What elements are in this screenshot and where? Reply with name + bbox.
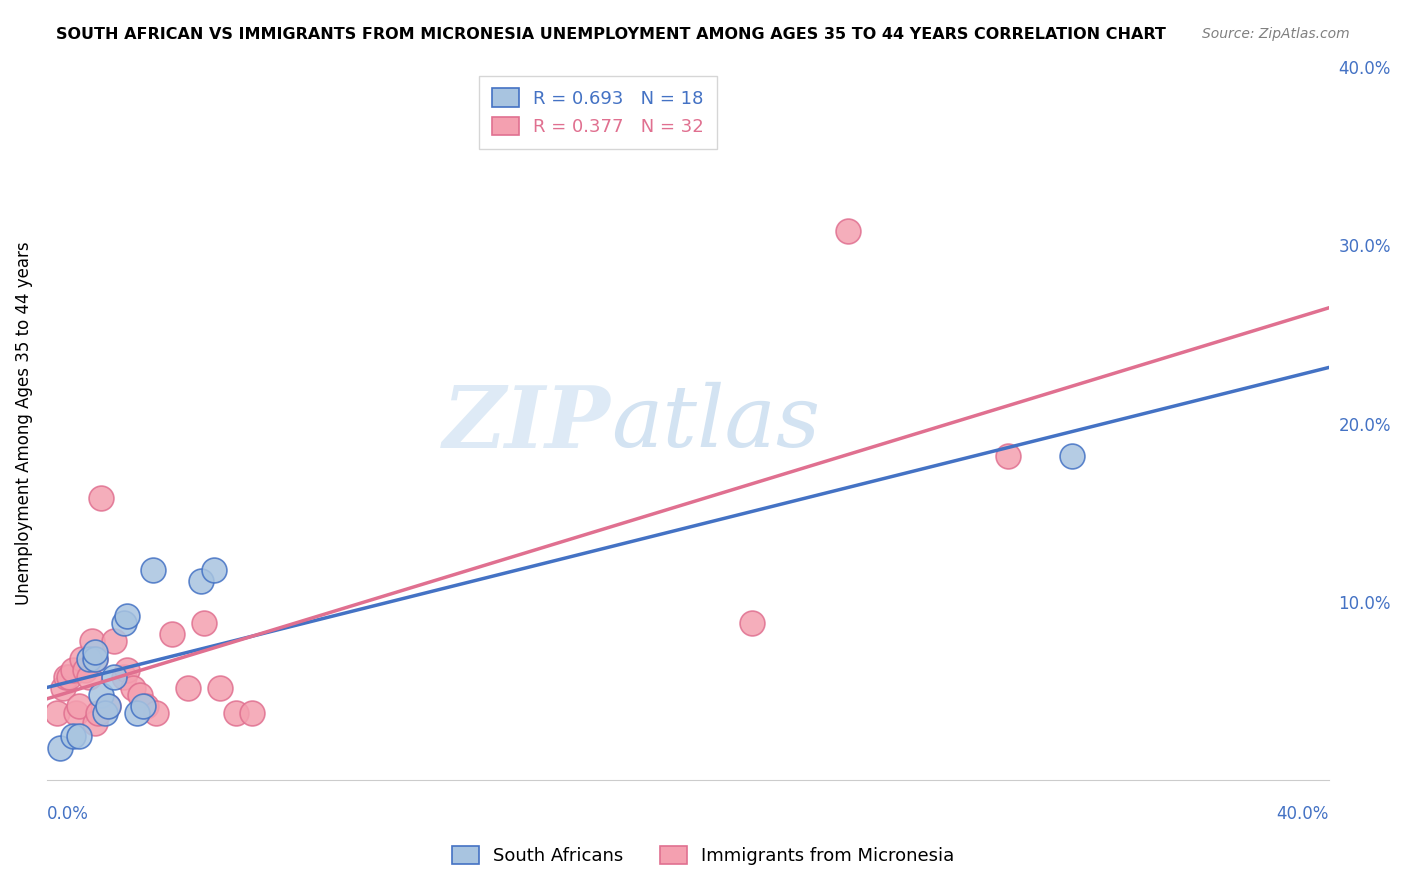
Point: [65, 706, 87, 720]
Point: [58, 670, 80, 684]
Point: [193, 616, 215, 631]
Point: [45, 706, 67, 720]
Point: [84, 716, 107, 731]
Legend: R = 0.693   N = 18, R = 0.377   N = 32: R = 0.693 N = 18, R = 0.377 N = 32: [479, 76, 717, 149]
Point: [55, 670, 77, 684]
Point: [93, 706, 115, 720]
Point: [67, 729, 90, 743]
Point: [97, 698, 120, 713]
Point: [142, 563, 165, 577]
Point: [997, 449, 1019, 463]
Point: [87, 706, 110, 720]
Point: [208, 681, 231, 695]
Point: [90, 491, 112, 506]
Point: [160, 627, 183, 641]
Point: [62, 663, 84, 677]
Text: ZIP: ZIP: [443, 382, 612, 466]
Point: [112, 616, 135, 631]
Point: [1062, 449, 1084, 463]
Point: [135, 698, 157, 713]
Point: [125, 706, 148, 720]
Text: 0.0%: 0.0%: [46, 805, 89, 823]
Point: [80, 634, 103, 648]
Point: [132, 698, 155, 713]
Point: [67, 698, 90, 713]
Text: atlas: atlas: [612, 382, 820, 465]
Point: [77, 670, 100, 684]
Point: [177, 681, 200, 695]
Point: [837, 224, 859, 238]
Point: [52, 681, 75, 695]
Point: [84, 652, 107, 666]
Point: [240, 706, 263, 720]
Point: [103, 670, 125, 684]
Legend: South Africans, Immigrants from Micronesia: South Africans, Immigrants from Micrones…: [443, 837, 963, 874]
Text: SOUTH AFRICAN VS IMMIGRANTS FROM MICRONESIA UNEMPLOYMENT AMONG AGES 35 TO 44 YEA: SOUTH AFRICAN VS IMMIGRANTS FROM MICRONE…: [56, 27, 1166, 42]
Point: [115, 609, 138, 624]
Point: [77, 652, 100, 666]
Point: [84, 652, 107, 666]
Point: [48, 741, 70, 756]
Point: [190, 574, 212, 588]
Point: [128, 688, 150, 702]
Text: Source: ZipAtlas.com: Source: ZipAtlas.com: [1202, 27, 1350, 41]
Point: [225, 706, 247, 720]
Point: [90, 688, 112, 702]
Text: 40.0%: 40.0%: [1277, 805, 1329, 823]
Point: [115, 663, 138, 677]
Point: [62, 729, 84, 743]
Point: [145, 706, 167, 720]
Point: [70, 652, 93, 666]
Point: [84, 645, 107, 659]
Point: [112, 670, 135, 684]
Point: [741, 616, 763, 631]
Point: [122, 681, 145, 695]
Point: [97, 698, 120, 713]
Point: [103, 634, 125, 648]
Y-axis label: Unemployment Among Ages 35 to 44 years: Unemployment Among Ages 35 to 44 years: [15, 242, 32, 606]
Point: [75, 663, 97, 677]
Point: [202, 563, 225, 577]
